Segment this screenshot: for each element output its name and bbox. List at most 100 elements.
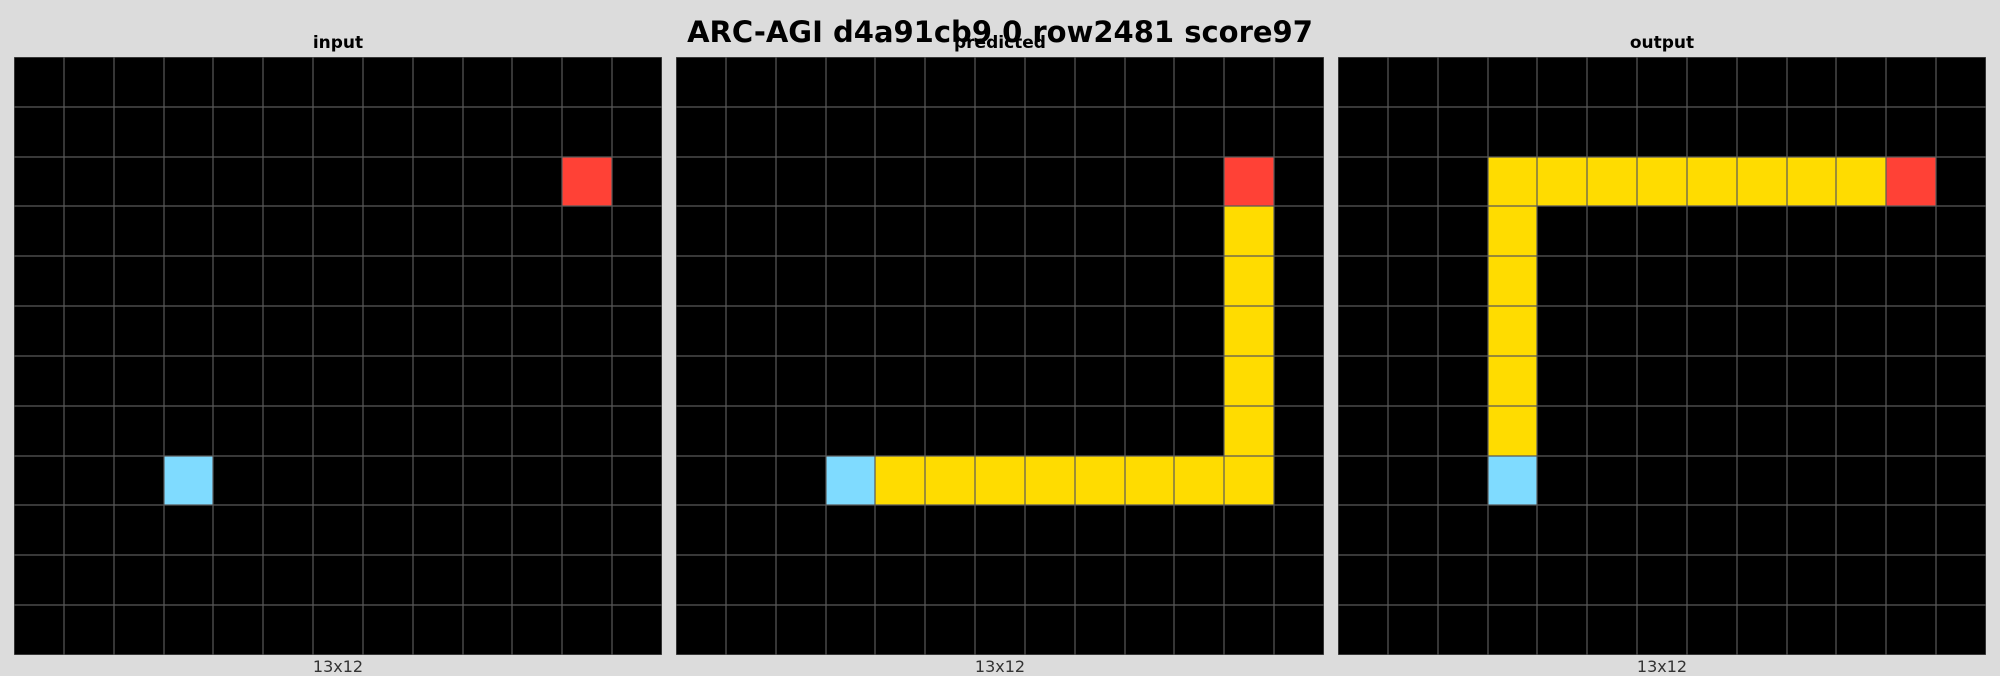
grid-cell: [1487, 355, 1538, 406]
grid-cell: [1174, 156, 1225, 207]
grid-cell: [412, 505, 463, 556]
grid-cell: [462, 206, 513, 257]
grid-cell: [362, 355, 413, 406]
grid-cell: [512, 505, 563, 556]
grid-cell: [975, 405, 1025, 456]
grid-cell: [1686, 256, 1737, 307]
grid-cell: [1274, 405, 1324, 456]
grid-cell: [213, 555, 264, 606]
grid-cell: [63, 156, 114, 207]
grid-cell: [1074, 156, 1125, 207]
grid-cell: [1124, 57, 1175, 107]
grid-cell: [775, 505, 826, 556]
grid-cell: [1537, 206, 1588, 257]
grid-cell: [1274, 156, 1324, 207]
grid-cell: [313, 605, 363, 655]
grid-cell: [213, 355, 264, 406]
grid-cell: [1024, 306, 1075, 356]
grid-cell: [1387, 605, 1438, 655]
grid-cell: [1786, 306, 1837, 356]
grid-cell: [1736, 156, 1787, 207]
input-grid: [14, 57, 662, 655]
grid-cell: [562, 355, 613, 406]
grid-cell: [1387, 256, 1438, 307]
grid-cell: [875, 455, 926, 506]
grid-cell: [875, 156, 926, 207]
grid-cell: [113, 57, 164, 107]
grid-cell: [1174, 206, 1225, 257]
grid-cell: [775, 206, 826, 257]
grid-cell: [725, 57, 776, 107]
grid-cell: [1936, 455, 1986, 506]
grid-cell: [1074, 306, 1125, 356]
grid-cell: [412, 355, 463, 406]
grid-cell: [676, 355, 726, 406]
grid-size-output: 13x12: [1636, 657, 1688, 676]
grid-cell: [1274, 256, 1324, 307]
grid-cell: [1686, 455, 1737, 506]
grid-cell: [1338, 605, 1388, 655]
grid-cell: [1437, 455, 1488, 506]
grid-cell: [63, 306, 114, 356]
grid-cell: [1637, 355, 1687, 406]
grid-cell: [113, 605, 164, 655]
grid-cell: [1786, 57, 1837, 107]
grid-cell: [825, 106, 876, 157]
grid-cell: [676, 156, 726, 207]
grid-cell: [1274, 306, 1324, 356]
grid-cell: [775, 405, 826, 456]
grid-cell: [63, 355, 114, 406]
grid-cell: [462, 57, 513, 107]
grid-cell: [975, 355, 1025, 406]
grid-cell: [1437, 355, 1488, 406]
grid-cell: [1387, 57, 1438, 107]
grid-cell: [562, 605, 613, 655]
grid-cell: [612, 505, 662, 556]
grid-cell: [1936, 355, 1986, 406]
grid-cell: [1487, 256, 1538, 307]
grid-cell: [1124, 206, 1175, 257]
grid-cell: [362, 405, 413, 456]
grid-cell: [562, 405, 613, 456]
grid-cell: [1736, 355, 1787, 406]
grid-cell: [1437, 57, 1488, 107]
grid-cell: [163, 256, 214, 307]
grid-cell: [462, 505, 513, 556]
grid-cell: [1074, 57, 1125, 107]
grid-cell: [1174, 306, 1225, 356]
grid-cell: [1274, 355, 1324, 406]
grid-cell: [512, 355, 563, 406]
grid-cell: [1886, 505, 1937, 556]
grid-cell: [775, 455, 826, 506]
grid-cell: [14, 206, 64, 257]
grid-cell: [313, 306, 363, 356]
grid-cell: [1886, 156, 1937, 207]
grid-cell: [1274, 57, 1324, 107]
grid-cell: [562, 555, 613, 606]
grid-cell: [362, 505, 413, 556]
grid-cell: [1736, 57, 1787, 107]
grid-cell: [1224, 405, 1275, 456]
grid-cell: [1487, 555, 1538, 606]
grid-cell: [612, 355, 662, 406]
grid-cell: [1587, 306, 1638, 356]
grid-cell: [925, 555, 976, 606]
grid-cell: [512, 256, 563, 307]
grid-cell: [975, 206, 1025, 257]
grid-cell: [1537, 256, 1588, 307]
grid-cell: [163, 505, 214, 556]
grid-cell: [63, 206, 114, 257]
grid-cell: [612, 106, 662, 157]
grid-cell: [1224, 605, 1275, 655]
grid-cell: [1124, 156, 1175, 207]
grid-cell: [313, 555, 363, 606]
grid-cell: [1886, 405, 1937, 456]
grid-cell: [1274, 505, 1324, 556]
grid-cell: [975, 256, 1025, 307]
grid-cell: [1537, 455, 1588, 506]
grid-cell: [725, 206, 776, 257]
grid-cell: [1886, 206, 1937, 257]
grid-cell: [412, 555, 463, 606]
grid-cell: [263, 355, 314, 406]
grid-cell: [1074, 555, 1125, 606]
